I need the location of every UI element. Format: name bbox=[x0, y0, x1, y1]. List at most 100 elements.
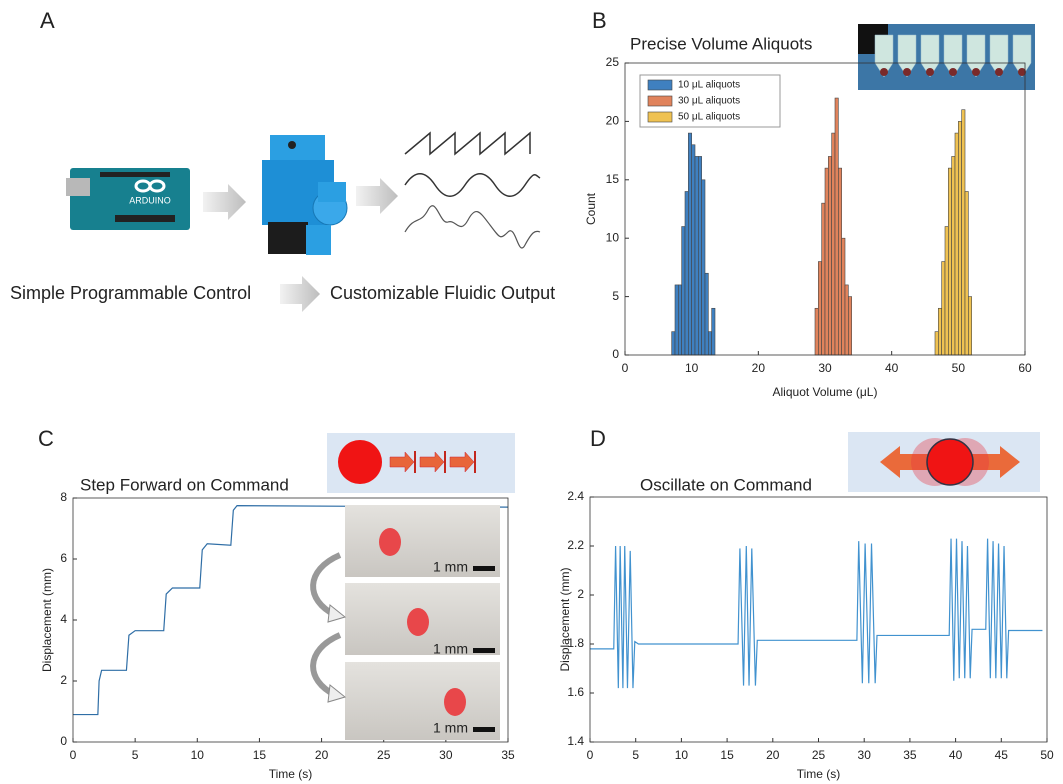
y-tick-label: 1.4 bbox=[567, 734, 584, 748]
board-label: ARDUINO bbox=[129, 195, 171, 205]
bar bbox=[848, 297, 851, 355]
bar bbox=[942, 262, 945, 355]
bar bbox=[935, 332, 938, 355]
x-tick-label: 10 bbox=[675, 748, 689, 762]
scale-label: 1 mm bbox=[433, 720, 468, 736]
bar bbox=[842, 238, 845, 355]
bar bbox=[695, 156, 698, 355]
bar bbox=[845, 285, 848, 355]
page: A B C D ARDUINO Simple Programmable Cont… bbox=[0, 0, 1063, 784]
arduino-board: ARDUINO bbox=[66, 168, 190, 230]
y-tick-label: 1.6 bbox=[567, 685, 584, 699]
x-tick-label: 20 bbox=[315, 748, 329, 762]
x-tick-label: 35 bbox=[903, 748, 917, 762]
x-tick-label: 35 bbox=[501, 748, 515, 762]
x-tick-label: 45 bbox=[995, 748, 1009, 762]
x-tick-label: 15 bbox=[253, 748, 267, 762]
bar bbox=[835, 98, 838, 355]
legend-label: 50 μL aliquots bbox=[678, 112, 740, 123]
x-tick-label: 30 bbox=[858, 748, 872, 762]
panel-label: D bbox=[590, 426, 606, 451]
x-tick-label: 30 bbox=[818, 361, 832, 375]
bar bbox=[962, 110, 965, 355]
chart-title: Precise Volume Aliquots bbox=[630, 34, 812, 53]
bar bbox=[968, 297, 971, 355]
bar bbox=[692, 145, 695, 355]
axes-frame bbox=[590, 497, 1047, 742]
bar bbox=[838, 168, 841, 355]
bar bbox=[958, 121, 961, 355]
bar bbox=[712, 308, 715, 355]
arrow bbox=[203, 184, 246, 220]
x-tick-label: 50 bbox=[952, 361, 966, 375]
x-tick-label: 50 bbox=[1040, 748, 1054, 762]
caption: Customizable Fluidic Output bbox=[330, 283, 555, 303]
bar bbox=[825, 168, 828, 355]
arrow bbox=[280, 276, 320, 312]
bar bbox=[822, 203, 825, 355]
y-axis-label: Displacement (mm) bbox=[558, 567, 572, 671]
bar bbox=[965, 191, 968, 355]
bar bbox=[705, 273, 708, 355]
bar bbox=[708, 332, 711, 355]
random-wave bbox=[405, 206, 540, 248]
bar bbox=[688, 133, 691, 355]
legend-label: 10 μL aliquots bbox=[678, 80, 740, 91]
x-tick-label: 25 bbox=[377, 748, 391, 762]
x-tick-label: 5 bbox=[632, 748, 639, 762]
x-tick-label: 10 bbox=[685, 361, 699, 375]
scale-label: 1 mm bbox=[433, 559, 468, 575]
photo-insets bbox=[313, 505, 500, 740]
panel-label: C bbox=[38, 426, 54, 451]
bar bbox=[672, 332, 675, 355]
panel-label: B bbox=[592, 8, 607, 33]
x-tick-label: 30 bbox=[439, 748, 453, 762]
y-tick-label: 15 bbox=[606, 172, 620, 186]
bar bbox=[945, 227, 948, 355]
legend-swatch bbox=[648, 96, 672, 106]
panel-label: A bbox=[40, 8, 55, 33]
legend-swatch bbox=[648, 112, 672, 122]
x-tick-label: 60 bbox=[1018, 361, 1032, 375]
bar bbox=[685, 191, 688, 355]
y-tick-label: 2.4 bbox=[567, 489, 584, 503]
oscillate-icon bbox=[848, 432, 1040, 492]
x-tick-label: 10 bbox=[191, 748, 205, 762]
bar bbox=[675, 285, 678, 355]
chart-title: Step Forward on Command bbox=[80, 475, 289, 494]
y-tick-label: 5 bbox=[612, 289, 619, 303]
tube-photo bbox=[858, 24, 1035, 90]
chart-title: Oscillate on Command bbox=[640, 475, 812, 494]
bar bbox=[698, 156, 701, 355]
legend-swatch bbox=[648, 80, 672, 90]
y-tick-label: 10 bbox=[606, 230, 620, 244]
bar bbox=[815, 308, 818, 355]
y-tick-label: 1.8 bbox=[567, 636, 584, 650]
bar bbox=[955, 133, 958, 355]
sawtooth-wave bbox=[405, 133, 530, 154]
pump bbox=[262, 135, 347, 255]
bar bbox=[938, 308, 941, 355]
bar bbox=[702, 180, 705, 355]
y-tick-label: 6 bbox=[60, 551, 67, 565]
y-tick-label: 20 bbox=[606, 114, 620, 128]
y-tick-label: 0 bbox=[612, 347, 619, 361]
y-tick-label: 2.2 bbox=[567, 538, 584, 552]
x-tick-label: 40 bbox=[949, 748, 963, 762]
caption: Simple Programmable Control bbox=[10, 283, 251, 303]
legend-label: 30 μL aliquots bbox=[678, 96, 740, 107]
x-tick-label: 5 bbox=[132, 748, 139, 762]
x-axis-label: Time (s) bbox=[797, 767, 841, 781]
bar bbox=[948, 168, 951, 355]
data-line bbox=[590, 539, 1042, 688]
y-axis-label: Displacement (mm) bbox=[40, 568, 54, 672]
y-tick-label: 4 bbox=[60, 612, 67, 626]
x-tick-label: 15 bbox=[720, 748, 734, 762]
y-tick-label: 0 bbox=[60, 734, 67, 748]
y-tick-label: 25 bbox=[606, 55, 620, 69]
step-icon bbox=[327, 433, 515, 493]
x-tick-label: 0 bbox=[70, 748, 77, 762]
y-tick-label: 2 bbox=[577, 587, 584, 601]
bar bbox=[952, 156, 955, 355]
